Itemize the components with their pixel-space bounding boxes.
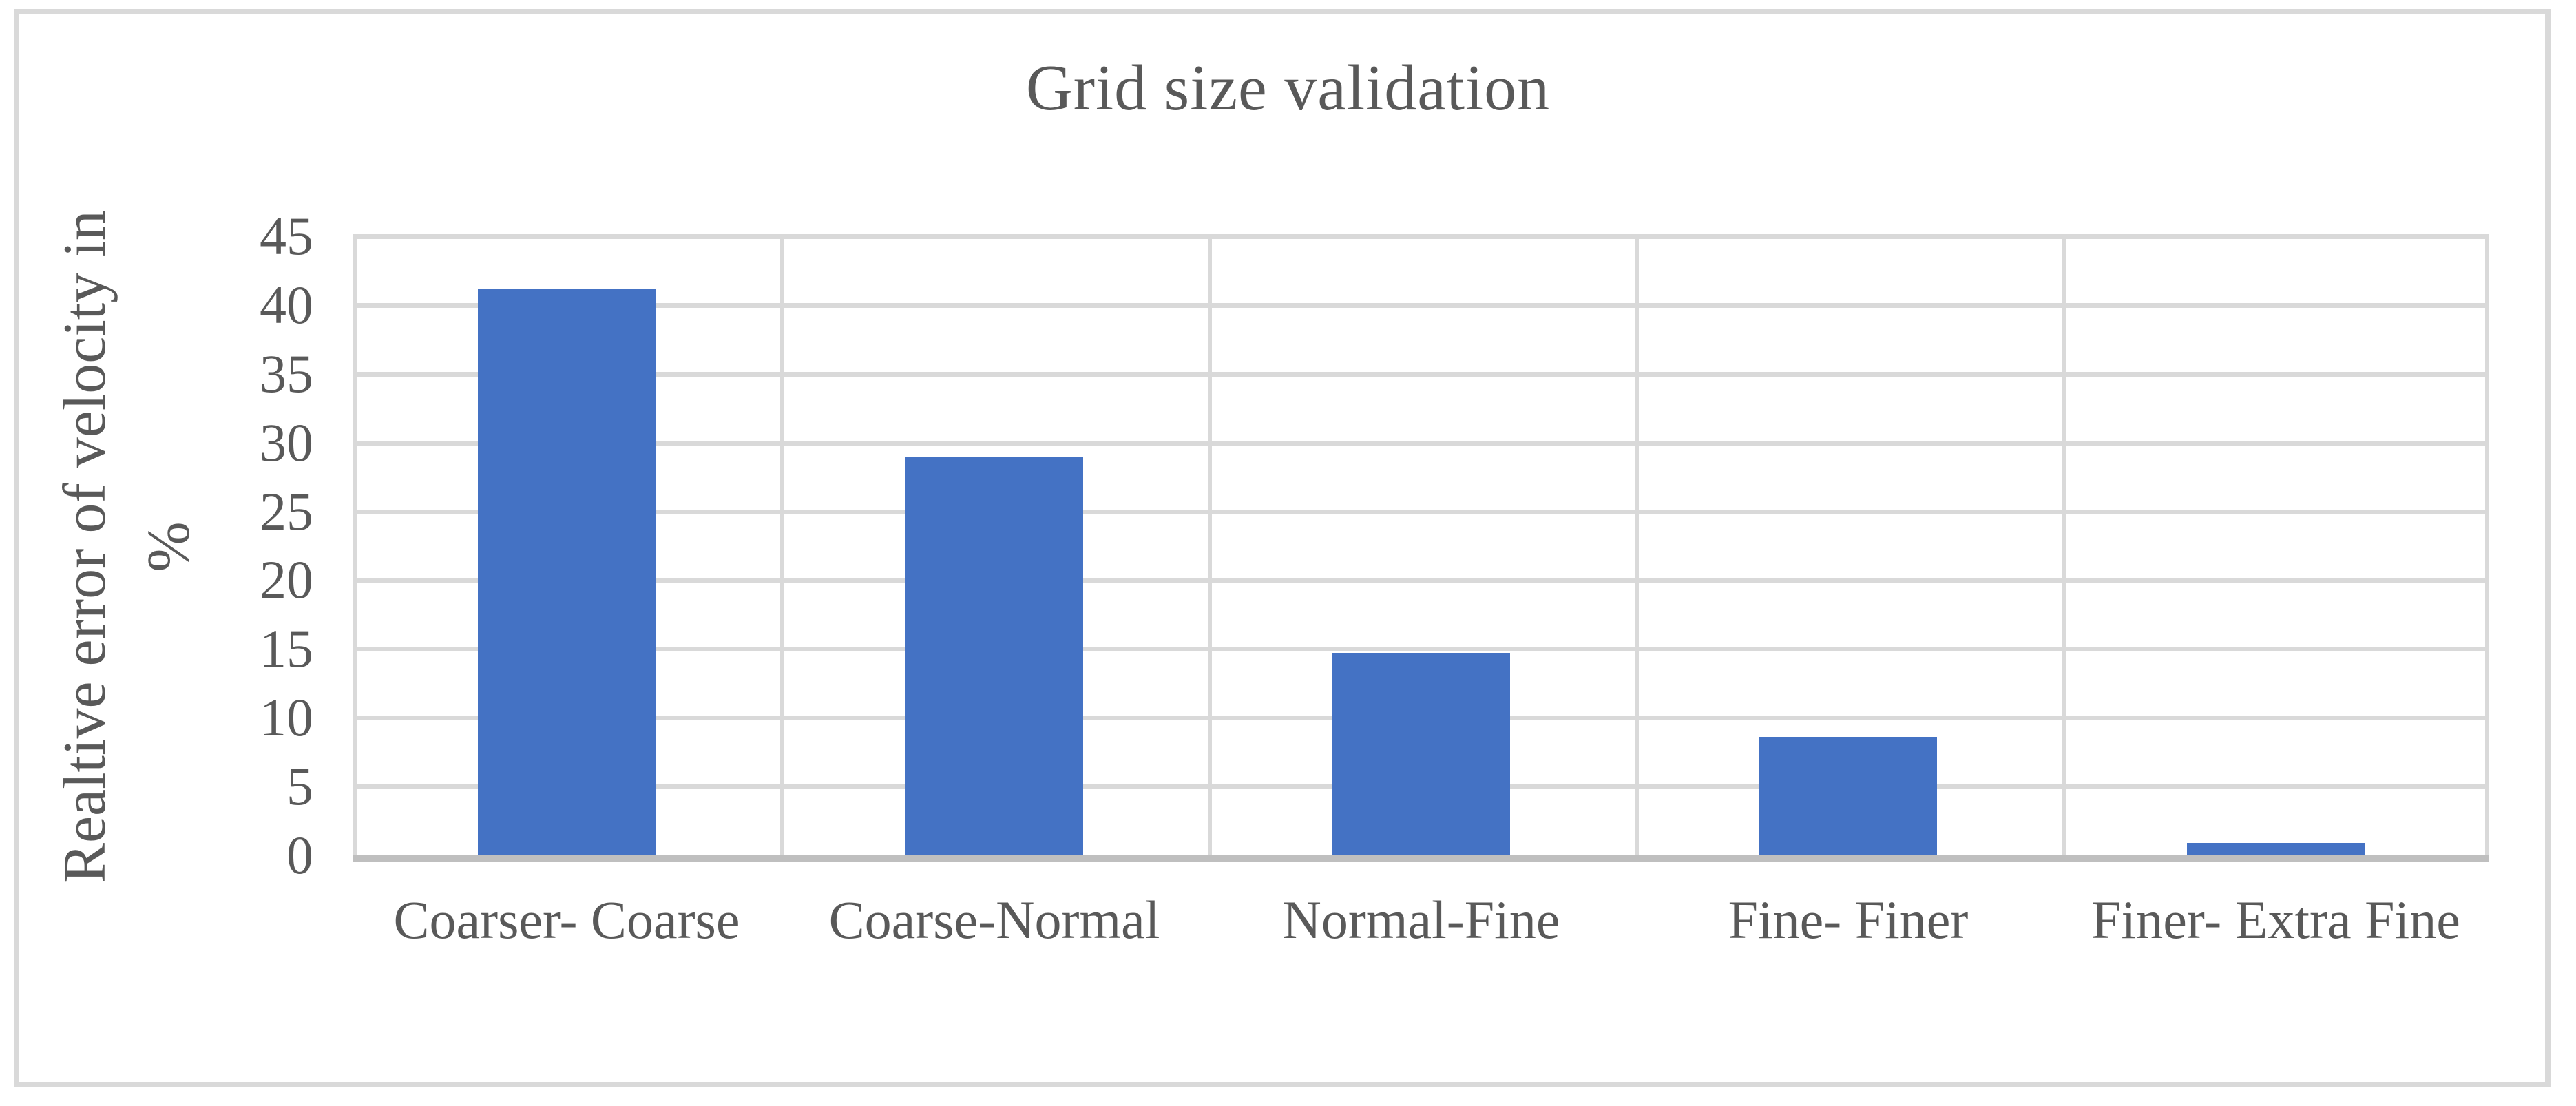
gridline-vertical	[1208, 236, 1212, 855]
y-axis-line	[353, 236, 357, 855]
y-tick-label: 0	[286, 825, 313, 885]
y-tick-label: 5	[286, 756, 313, 816]
bar-3	[1332, 653, 1510, 855]
bar-5	[2187, 843, 2365, 855]
gridline-vertical	[780, 236, 784, 855]
gridline-horizontal	[353, 578, 2489, 583]
chart-title: Grid size validation	[1025, 52, 1551, 124]
y-tick-label: 35	[260, 344, 313, 404]
y-axis-title-line1: Realtive error of velocity in	[52, 210, 118, 884]
x-category-label: Coarser- Coarse	[393, 890, 740, 950]
x-category-label: Fine- Finer	[1728, 890, 1969, 950]
y-tick-label: 10	[260, 687, 313, 747]
gridline-horizontal	[353, 234, 2489, 239]
x-category-label: Normal-Fine	[1282, 890, 1560, 950]
gridline-vertical	[1635, 236, 1639, 855]
gridline-vertical	[2062, 236, 2066, 855]
bar-1	[478, 289, 656, 855]
x-axis-baseline	[353, 855, 2489, 862]
x-category-label: Coarse-Normal	[828, 890, 1160, 950]
gridline-horizontal	[353, 509, 2489, 514]
bar-4	[1759, 737, 1937, 855]
x-category-label: Finer- Extra Fine	[2091, 890, 2460, 950]
chart-border	[14, 9, 2551, 1087]
y-tick-label: 15	[260, 618, 313, 678]
bar-2	[905, 457, 1083, 855]
gridline-horizontal	[353, 440, 2489, 446]
gridline-horizontal	[353, 647, 2489, 652]
y-tick-label: 20	[260, 550, 313, 609]
y-tick-label: 30	[260, 413, 313, 472]
gridline-horizontal	[353, 371, 2489, 377]
y-tick-label: 40	[260, 275, 313, 335]
gridline-horizontal	[353, 302, 2489, 308]
y-tick-label: 45	[260, 206, 313, 266]
y-tick-label: 25	[260, 481, 313, 541]
gridline-vertical	[2485, 236, 2489, 855]
plot-area	[353, 234, 2489, 862]
